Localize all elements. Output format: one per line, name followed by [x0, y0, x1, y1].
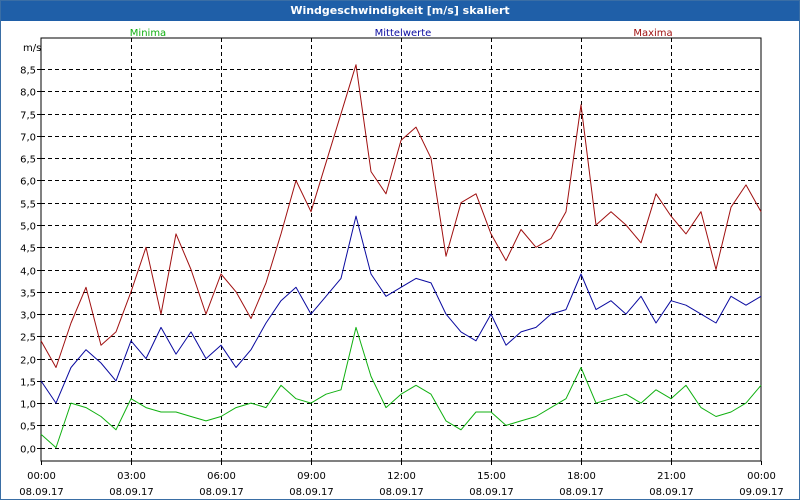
- y-axis-labels: 0,0 0,5 1,0 1,5 2,0 2,5 3,0 3,5 4,0 4,5 5,0 5,5 6,0 6…: [20, 66, 36, 456]
- x-tick-time: 21:00: [657, 471, 686, 482]
- y-tick-label: 7,0: [20, 133, 36, 144]
- y-tick-label: 8,0: [20, 88, 36, 99]
- y-tick-label: 0,0: [20, 445, 36, 456]
- grid: [37, 38, 762, 465]
- series-line-minima: [40, 326, 762, 449]
- y-tick-label: 6,0: [20, 177, 36, 188]
- x-tick-time: 09:00: [297, 471, 326, 482]
- x-tick-date: 08.09.17: [199, 487, 244, 498]
- y-tick-label: 5,0: [20, 222, 36, 233]
- x-tick-date: 08.09.17: [289, 487, 334, 498]
- y-tick-label: 2,5: [20, 333, 36, 344]
- x-tick-time: 06:00: [207, 471, 236, 482]
- x-tick-time: 15:00: [477, 471, 506, 482]
- x-tick-date: 08.09.17: [19, 487, 64, 498]
- y-tick-label: 3,0: [20, 311, 36, 322]
- y-tick-label: 6,5: [20, 155, 36, 166]
- window-title: Windgeschwindigkeit [m/s] skaliert: [1, 1, 799, 21]
- y-tick-label: 4,0: [20, 267, 36, 278]
- series-line-mittelwerte: [40, 215, 762, 404]
- x-tick-time: 18:00: [567, 471, 596, 482]
- y-tick-label: 7,5: [20, 111, 36, 122]
- y-tick-label: 2,0: [20, 356, 36, 367]
- y-tick-label: 5,5: [20, 200, 36, 211]
- legend-minima: Minima: [130, 28, 166, 39]
- x-tick-date: 08.09.17: [379, 487, 424, 498]
- x-tick-date: 09.09.17: [739, 487, 784, 498]
- x-tick-time: 00:00: [27, 471, 56, 482]
- x-tick-date: 08.09.17: [559, 487, 604, 498]
- x-axis-labels: 00:00 08.09.17 03:00 08.09.17 06:00 08.09.17 0…: [19, 471, 784, 498]
- x-tick-time: 12:00: [387, 471, 416, 482]
- y-tick-label: 1,5: [20, 378, 36, 389]
- x-tick-time: 00:00: [747, 471, 776, 482]
- legend-maxima: Maxima: [633, 28, 672, 39]
- series-group: [40, 64, 762, 449]
- legend-mittelwerte: Mittelwerte: [375, 28, 432, 39]
- x-tick-date: 08.09.17: [469, 487, 514, 498]
- x-tick-date: 08.09.17: [109, 487, 154, 498]
- y-tick-label: 4,5: [20, 244, 36, 255]
- x-tick-time: 03:00: [117, 471, 146, 482]
- y-tick-label: 1,0: [20, 400, 36, 411]
- x-tick-date: 08.09.17: [649, 487, 694, 498]
- y-axis-unit-label: m/s: [23, 43, 41, 54]
- series-line-maxima: [40, 64, 762, 368]
- y-tick-label: 3,5: [20, 289, 36, 300]
- y-tick-label: 0,5: [20, 422, 36, 433]
- y-tick-label: 8,5: [20, 66, 36, 77]
